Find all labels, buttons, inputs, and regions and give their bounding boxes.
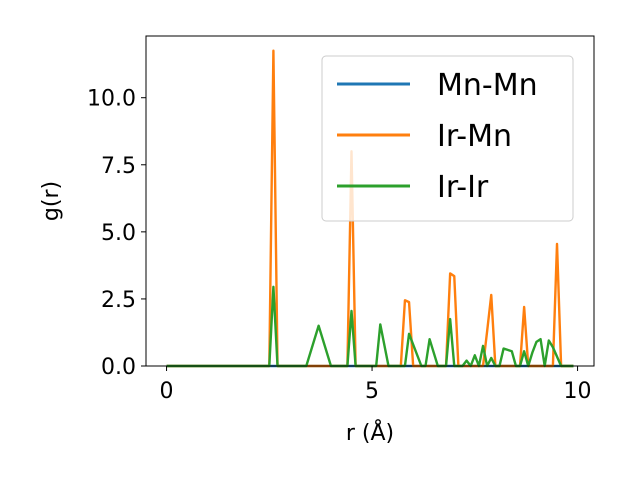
y-tick-label: 2.5 [101,288,136,313]
x-axis-label: r (Å) [346,419,394,446]
y-axis-label: g(r) [39,181,64,221]
y-tick-label: 0.0 [101,355,136,380]
y-tick-label: 5.0 [101,221,136,246]
y-tick-label: 7.5 [101,154,136,179]
legend-label-ir-mn: Ir-Mn [437,119,512,154]
x-tick-label: 5 [365,379,379,404]
x-axis: 0 5 10 [160,366,592,404]
x-tick-label: 10 [564,379,592,404]
y-axis: 0.0 2.5 5.0 7.5 10.0 [87,87,146,380]
legend-box [321,55,574,222]
series-line-ir-ir [166,285,574,368]
plot-frame [145,35,595,367]
y-tick-label: 10.0 [87,87,136,112]
legend-label-ir-ir: Ir-Ir [437,170,489,205]
legend-label-mn-mn: Mn-Mn [437,68,538,103]
x-tick-label: 0 [160,379,174,404]
legend: Mn-Mn Ir-Mn Ir-Ir [321,55,574,222]
